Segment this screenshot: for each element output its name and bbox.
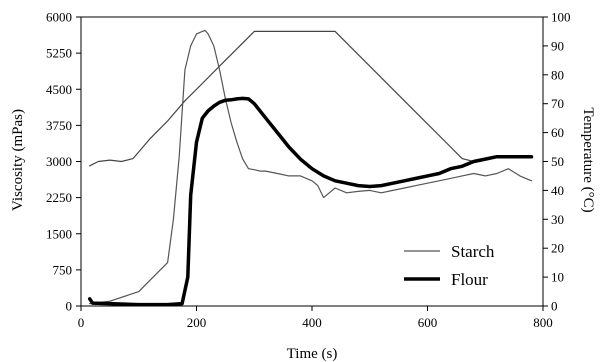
- y-tick-label: 3750: [46, 118, 72, 133]
- y2-tick-label: 60: [551, 125, 564, 140]
- y2-axis-label: Temperature (°C): [580, 107, 596, 212]
- y2-tick-label: 50: [551, 154, 564, 169]
- x-axis-label: Time (s): [287, 346, 338, 362]
- y-tick-label: 0: [66, 299, 73, 314]
- tick-marks: 0750150022503000375045005250600001020304…: [46, 10, 571, 331]
- y-tick-label: 4500: [46, 82, 72, 97]
- series-line-temperature: [89, 30, 475, 167]
- y-tick-label: 6000: [46, 10, 72, 25]
- y2-tick-label: 10: [551, 270, 564, 285]
- y2-tick-label: 30: [551, 212, 564, 227]
- y-axis-label: Viscosity (mPas): [10, 109, 26, 211]
- y2-tick-label: 100: [551, 10, 571, 25]
- y2-tick-label: 80: [551, 67, 564, 82]
- legend: Starch Flour: [404, 242, 495, 289]
- x-tick-label: 400: [302, 315, 322, 330]
- x-tick-label: 200: [187, 315, 207, 330]
- x-tick-label: 800: [533, 315, 553, 330]
- y-tick-label: 750: [53, 262, 73, 277]
- y2-tick-label: 20: [551, 241, 564, 256]
- legend-label-flour: Flour: [451, 270, 488, 289]
- y2-tick-label: 40: [551, 183, 564, 198]
- y2-tick-label: 70: [551, 96, 564, 111]
- y-tick-label: 2250: [46, 190, 72, 205]
- series-line-flour: [87, 96, 534, 307]
- y2-tick-label: 90: [551, 38, 564, 53]
- y-tick-label: 5250: [46, 46, 72, 61]
- x-tick-label: 0: [78, 315, 85, 330]
- series-line-starch: [89, 29, 533, 305]
- y2-tick-label: 0: [551, 299, 558, 314]
- y-tick-label: 1500: [46, 226, 72, 241]
- x-tick-label: 600: [418, 315, 438, 330]
- y-tick-label: 3000: [46, 154, 72, 169]
- series-layer: [87, 29, 534, 307]
- legend-label-starch: Starch: [451, 242, 495, 261]
